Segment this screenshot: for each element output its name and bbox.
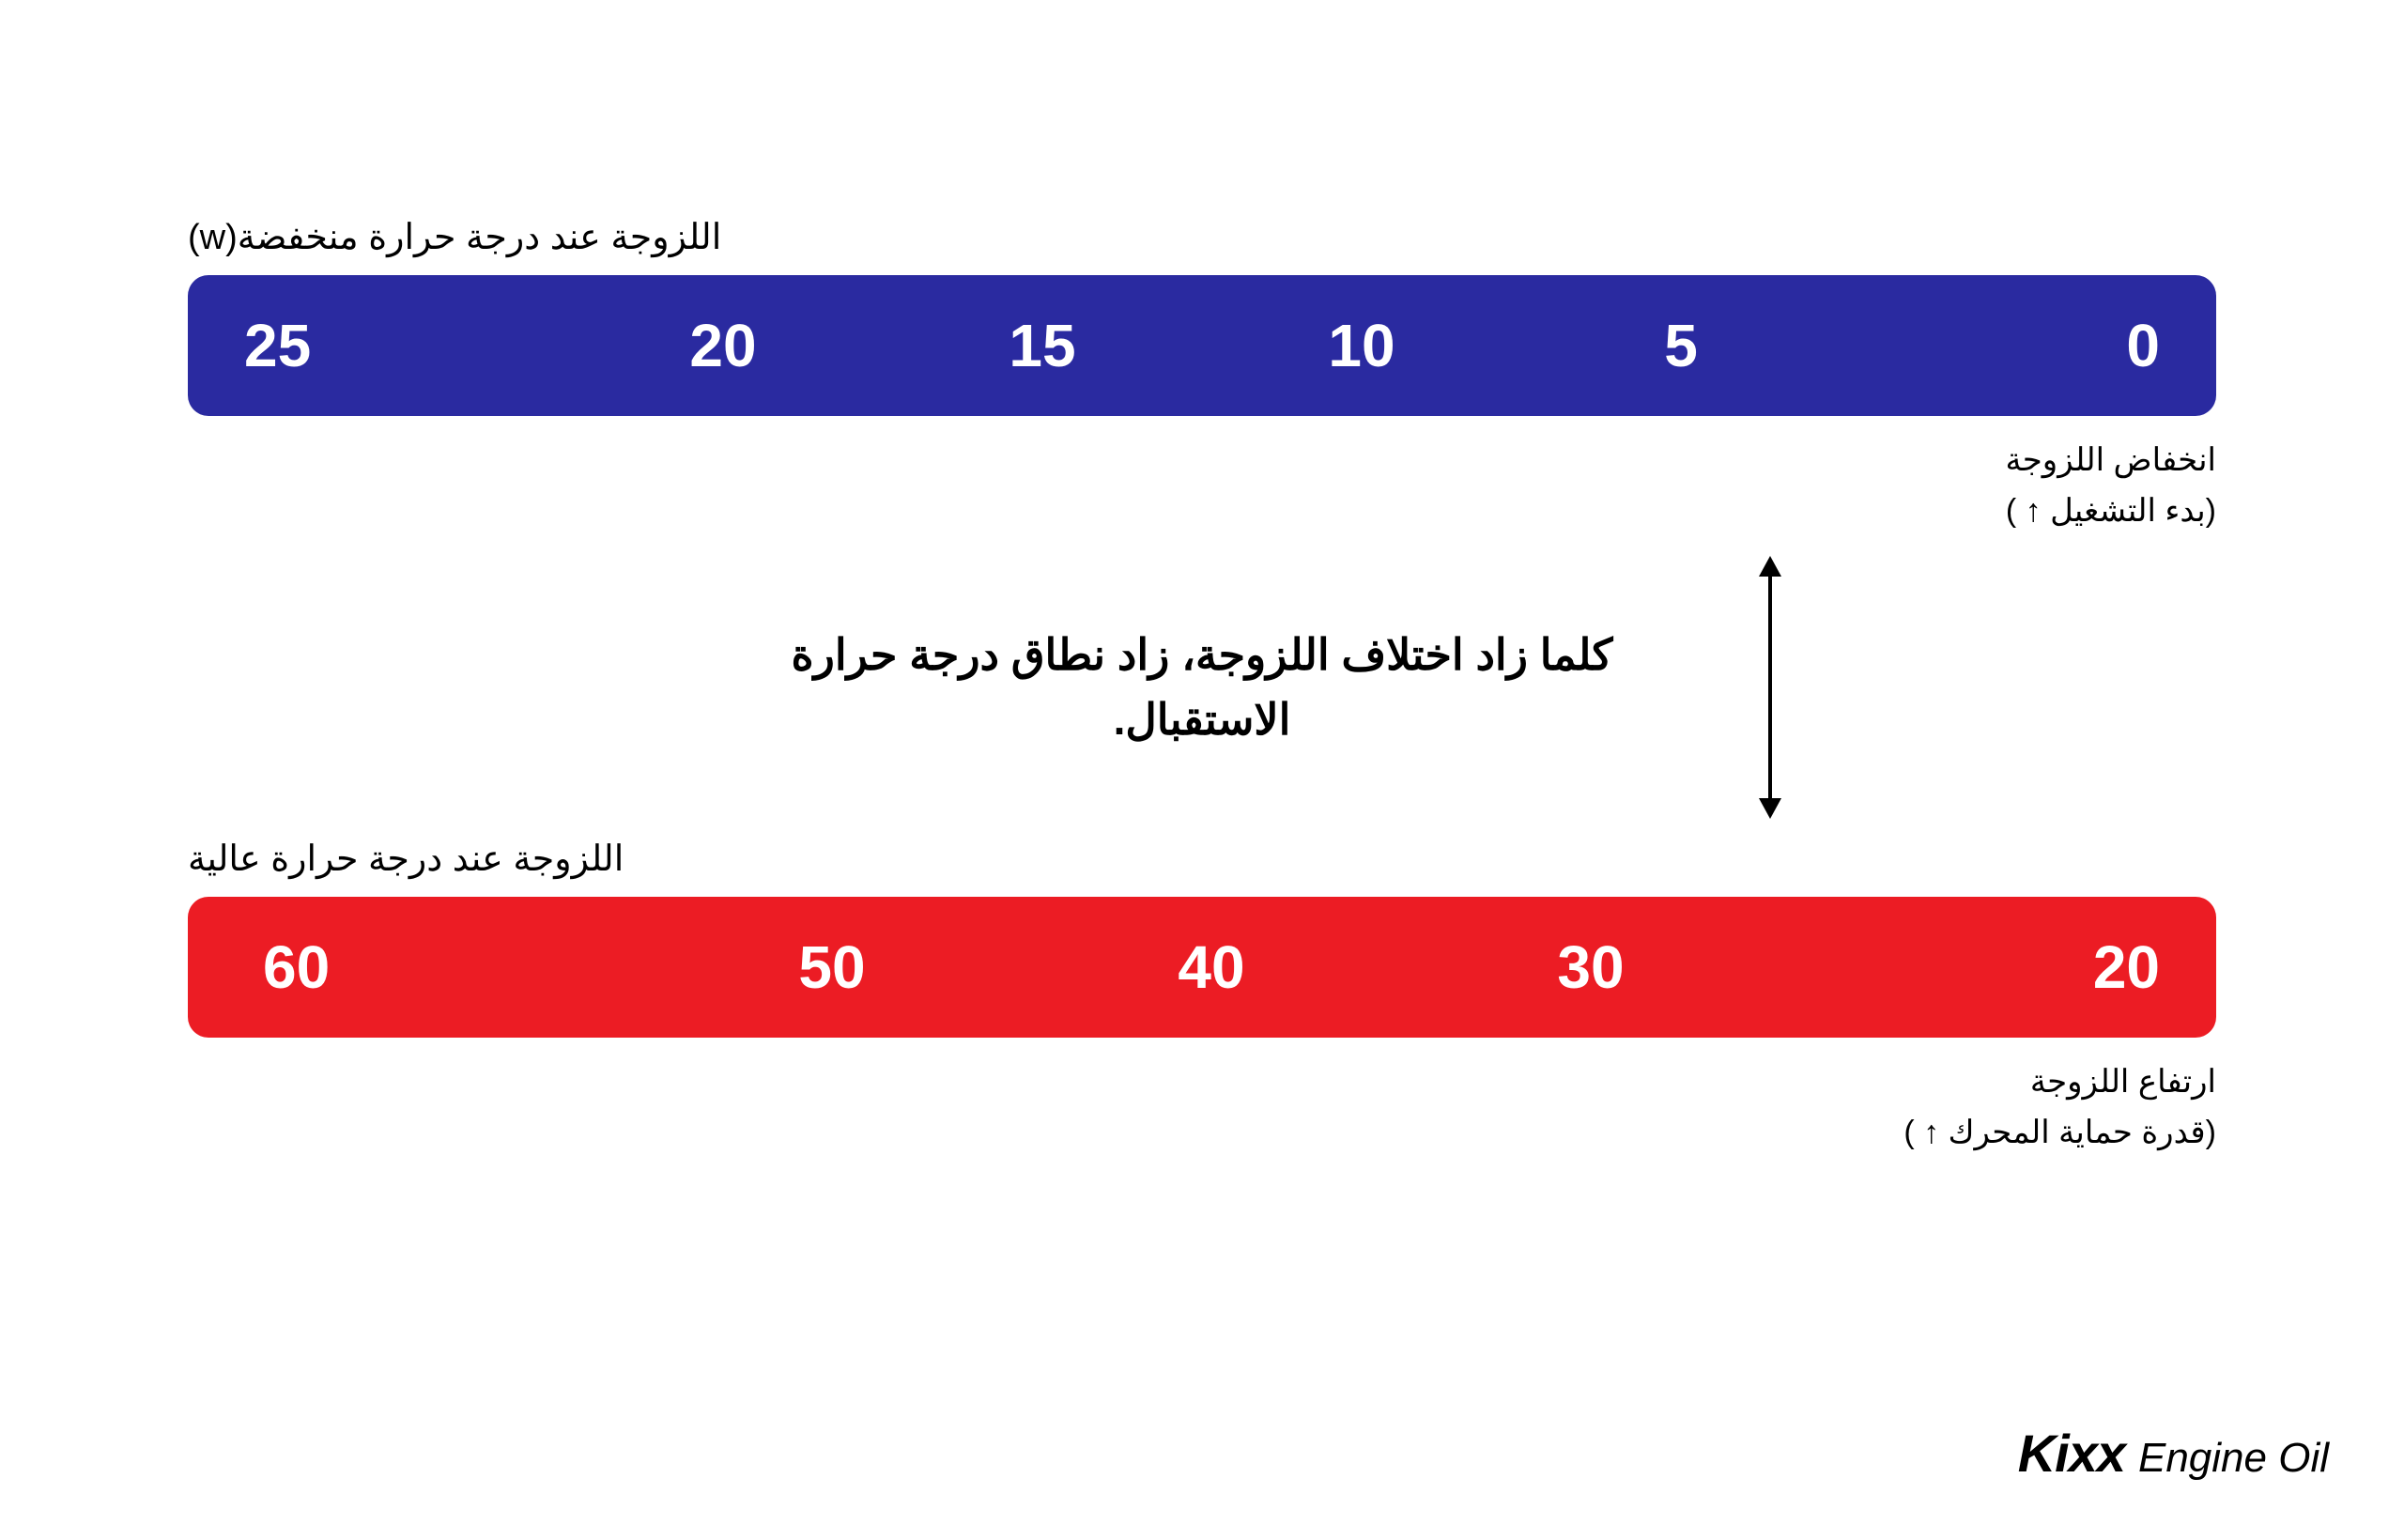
scale-value: 20 xyxy=(563,311,883,380)
top-bar-section: اللزوجة عند درجة حرارة منخفضة(w) 25 20 1… xyxy=(188,216,2216,537)
scale-value: 50 xyxy=(642,932,1022,1002)
top-bar-title: اللزوجة عند درجة حرارة منخفضة(w) xyxy=(188,216,2216,258)
note-line: (بدء التشغيل ↑ ) xyxy=(188,485,2216,536)
scale-value: 60 xyxy=(225,932,642,1002)
middle-section: كلما زاد اختلاف اللزوجة، زاد نطاق درجة ح… xyxy=(188,575,2216,800)
bottom-bar-note: ارتفاع اللزوجة (قدرة حماية المحرك ↑ ) xyxy=(188,1056,2216,1159)
scale-value: 20 xyxy=(1780,932,2179,1002)
scale-value: 15 xyxy=(883,311,1202,380)
scale-value: 30 xyxy=(1401,932,1780,1002)
top-bar-note: انخفاض اللزوجة (بدء التشغيل ↑ ) xyxy=(188,435,2216,537)
scale-value: 25 xyxy=(225,311,563,380)
bottom-bar-section: اللزوجة عند درجة حرارة عالية 60 50 40 30… xyxy=(188,838,2216,1159)
high-temp-viscosity-bar: 60 50 40 30 20 xyxy=(188,897,2216,1038)
note-line: انخفاض اللزوجة xyxy=(188,435,2216,485)
scale-value: 10 xyxy=(1202,311,1521,380)
scale-value: 40 xyxy=(1022,932,1401,1002)
center-explainer-text: كلما زاد اختلاف اللزوجة، زاد نطاق درجة ح… xyxy=(732,623,1672,752)
double-arrow-icon xyxy=(1751,556,1789,819)
bottom-bar-title: اللزوجة عند درجة حرارة عالية xyxy=(188,838,2216,880)
scale-value: 0 xyxy=(1841,311,2179,380)
note-line: (قدرة حماية المحرك ↑ ) xyxy=(188,1107,2216,1158)
brand-logo: Kixx Engine Oil xyxy=(2018,1423,2329,1484)
scale-value: 5 xyxy=(1521,311,1841,380)
infographic-content: اللزوجة عند درجة حرارة منخفضة(w) 25 20 1… xyxy=(188,216,2216,1159)
note-line: ارتفاع اللزوجة xyxy=(188,1056,2216,1107)
brand-kixx-text: Kixx xyxy=(2018,1423,2125,1484)
low-temp-viscosity-bar: 25 20 15 10 5 0 xyxy=(188,275,2216,416)
brand-engine-oil-text: Engine Oil xyxy=(2138,1435,2329,1482)
